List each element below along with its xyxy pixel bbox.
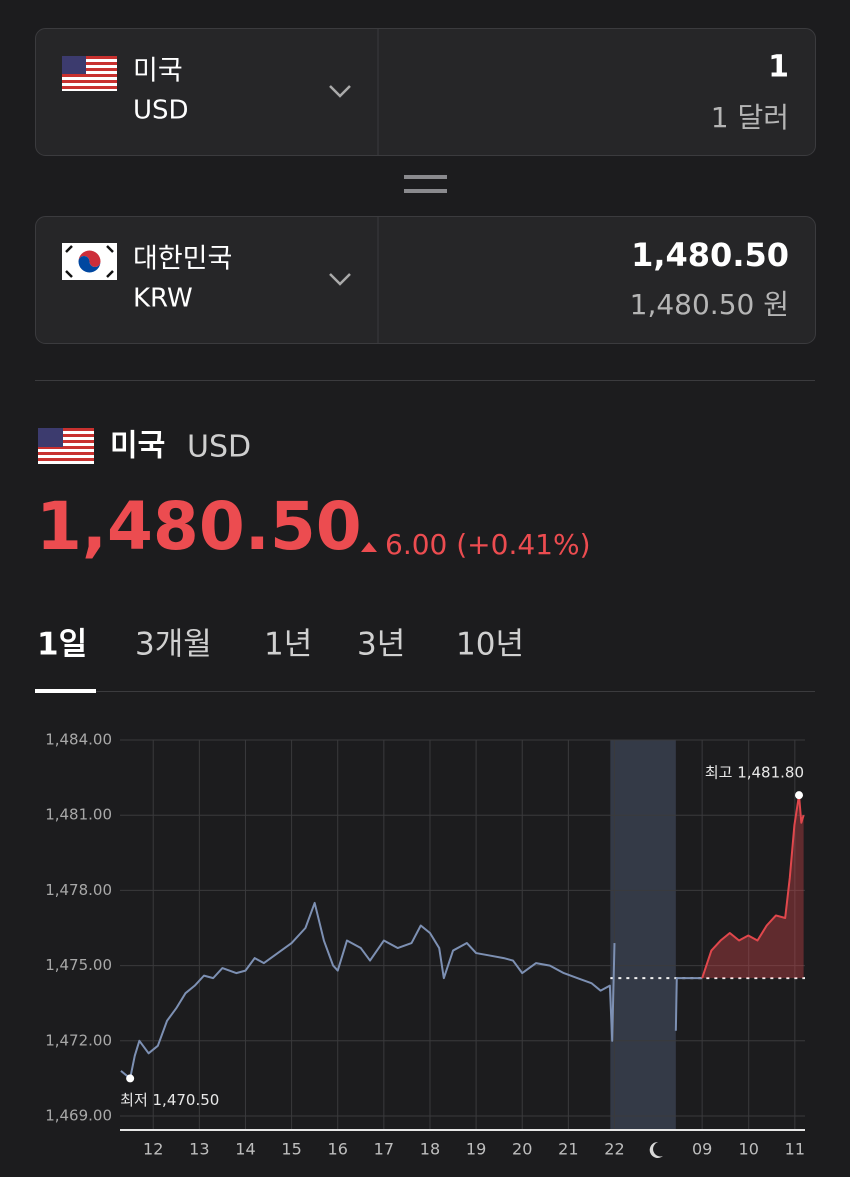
y-tick-label: 1,472.00 xyxy=(45,1031,112,1049)
currency-code: USD xyxy=(133,96,189,126)
high-label: 최고 1,481.80 xyxy=(705,764,804,782)
x-tick-label: 16 xyxy=(328,1140,348,1159)
x-tick-label: 12 xyxy=(143,1140,163,1159)
x-tick-label: 22 xyxy=(604,1140,624,1159)
extreme-point xyxy=(795,791,804,800)
x-tick-label: 13 xyxy=(189,1140,209,1159)
currency-code: KRW xyxy=(133,284,193,314)
tabs: 1일 3개월 1년 3년 10년 xyxy=(37,627,524,663)
line xyxy=(701,794,805,979)
kr-flag xyxy=(62,243,117,280)
night-band xyxy=(610,740,676,1130)
tab[interactable]: 1일 xyxy=(37,627,87,663)
y-tick-label: 1,481.00 xyxy=(45,806,112,824)
low-label: 최저 1,470.50 xyxy=(120,1091,219,1109)
to-card[interactable]: 대한민국 KRW 1,480.50 1,480.50 원 xyxy=(35,216,816,344)
area xyxy=(702,795,804,979)
amount-text: 1,480.50 원 xyxy=(630,288,789,321)
card-frame xyxy=(35,28,816,156)
quote-code: USD xyxy=(187,430,251,465)
amount: 1,480.50 xyxy=(631,236,789,274)
from-card[interactable]: 미국 USD 1 1 달러 xyxy=(35,28,816,156)
x-tick-label: 18 xyxy=(420,1140,440,1159)
price: 1,480.50 xyxy=(36,488,362,565)
chart: 1,469.00 1,472.00 1,475.00 1,478.00 1,481.00… xyxy=(45,731,805,1159)
amount-text: 1 달러 xyxy=(711,101,789,134)
us-flag xyxy=(62,56,117,91)
x-tick-label: 09 xyxy=(692,1140,712,1159)
tab[interactable]: 1년 xyxy=(264,627,312,663)
x-tick-label: 11 xyxy=(785,1140,805,1159)
up-arrow xyxy=(361,542,377,552)
us-flag xyxy=(38,428,94,464)
x-tick-label: 20 xyxy=(512,1140,532,1159)
active-tab-indicator xyxy=(35,689,96,693)
tab[interactable]: 3년 xyxy=(357,627,405,663)
line xyxy=(120,901,703,1080)
amount: 1 xyxy=(768,50,789,85)
tab[interactable]: 3개월 xyxy=(135,627,212,663)
country: 미국 xyxy=(133,56,183,87)
country: 대한민국 xyxy=(133,244,232,275)
moon-icon xyxy=(649,1141,663,1158)
change: 6.00 (+0.41%) xyxy=(385,528,591,561)
x-tick-label: 19 xyxy=(466,1140,486,1159)
y-tick-label: 1,475.00 xyxy=(45,956,112,974)
equals-icon xyxy=(404,175,447,193)
x-tick-label: 15 xyxy=(281,1140,301,1159)
x-tick-label: 17 xyxy=(374,1140,394,1159)
y-tick-label: 1,484.00 xyxy=(45,731,112,749)
x-tick-label: 10 xyxy=(739,1140,759,1159)
tab[interactable]: 10년 xyxy=(456,627,524,663)
x-tick-label: 21 xyxy=(558,1140,578,1159)
extreme-point xyxy=(126,1074,135,1083)
dropdown-icon xyxy=(329,85,351,98)
dropdown-icon xyxy=(329,273,351,286)
quote-country: 미국 xyxy=(110,429,165,464)
y-tick-label: 1,469.00 xyxy=(45,1107,112,1125)
card-frame xyxy=(35,216,816,344)
y-tick-label: 1,478.00 xyxy=(45,881,112,899)
x-tick-label: 14 xyxy=(235,1140,255,1159)
